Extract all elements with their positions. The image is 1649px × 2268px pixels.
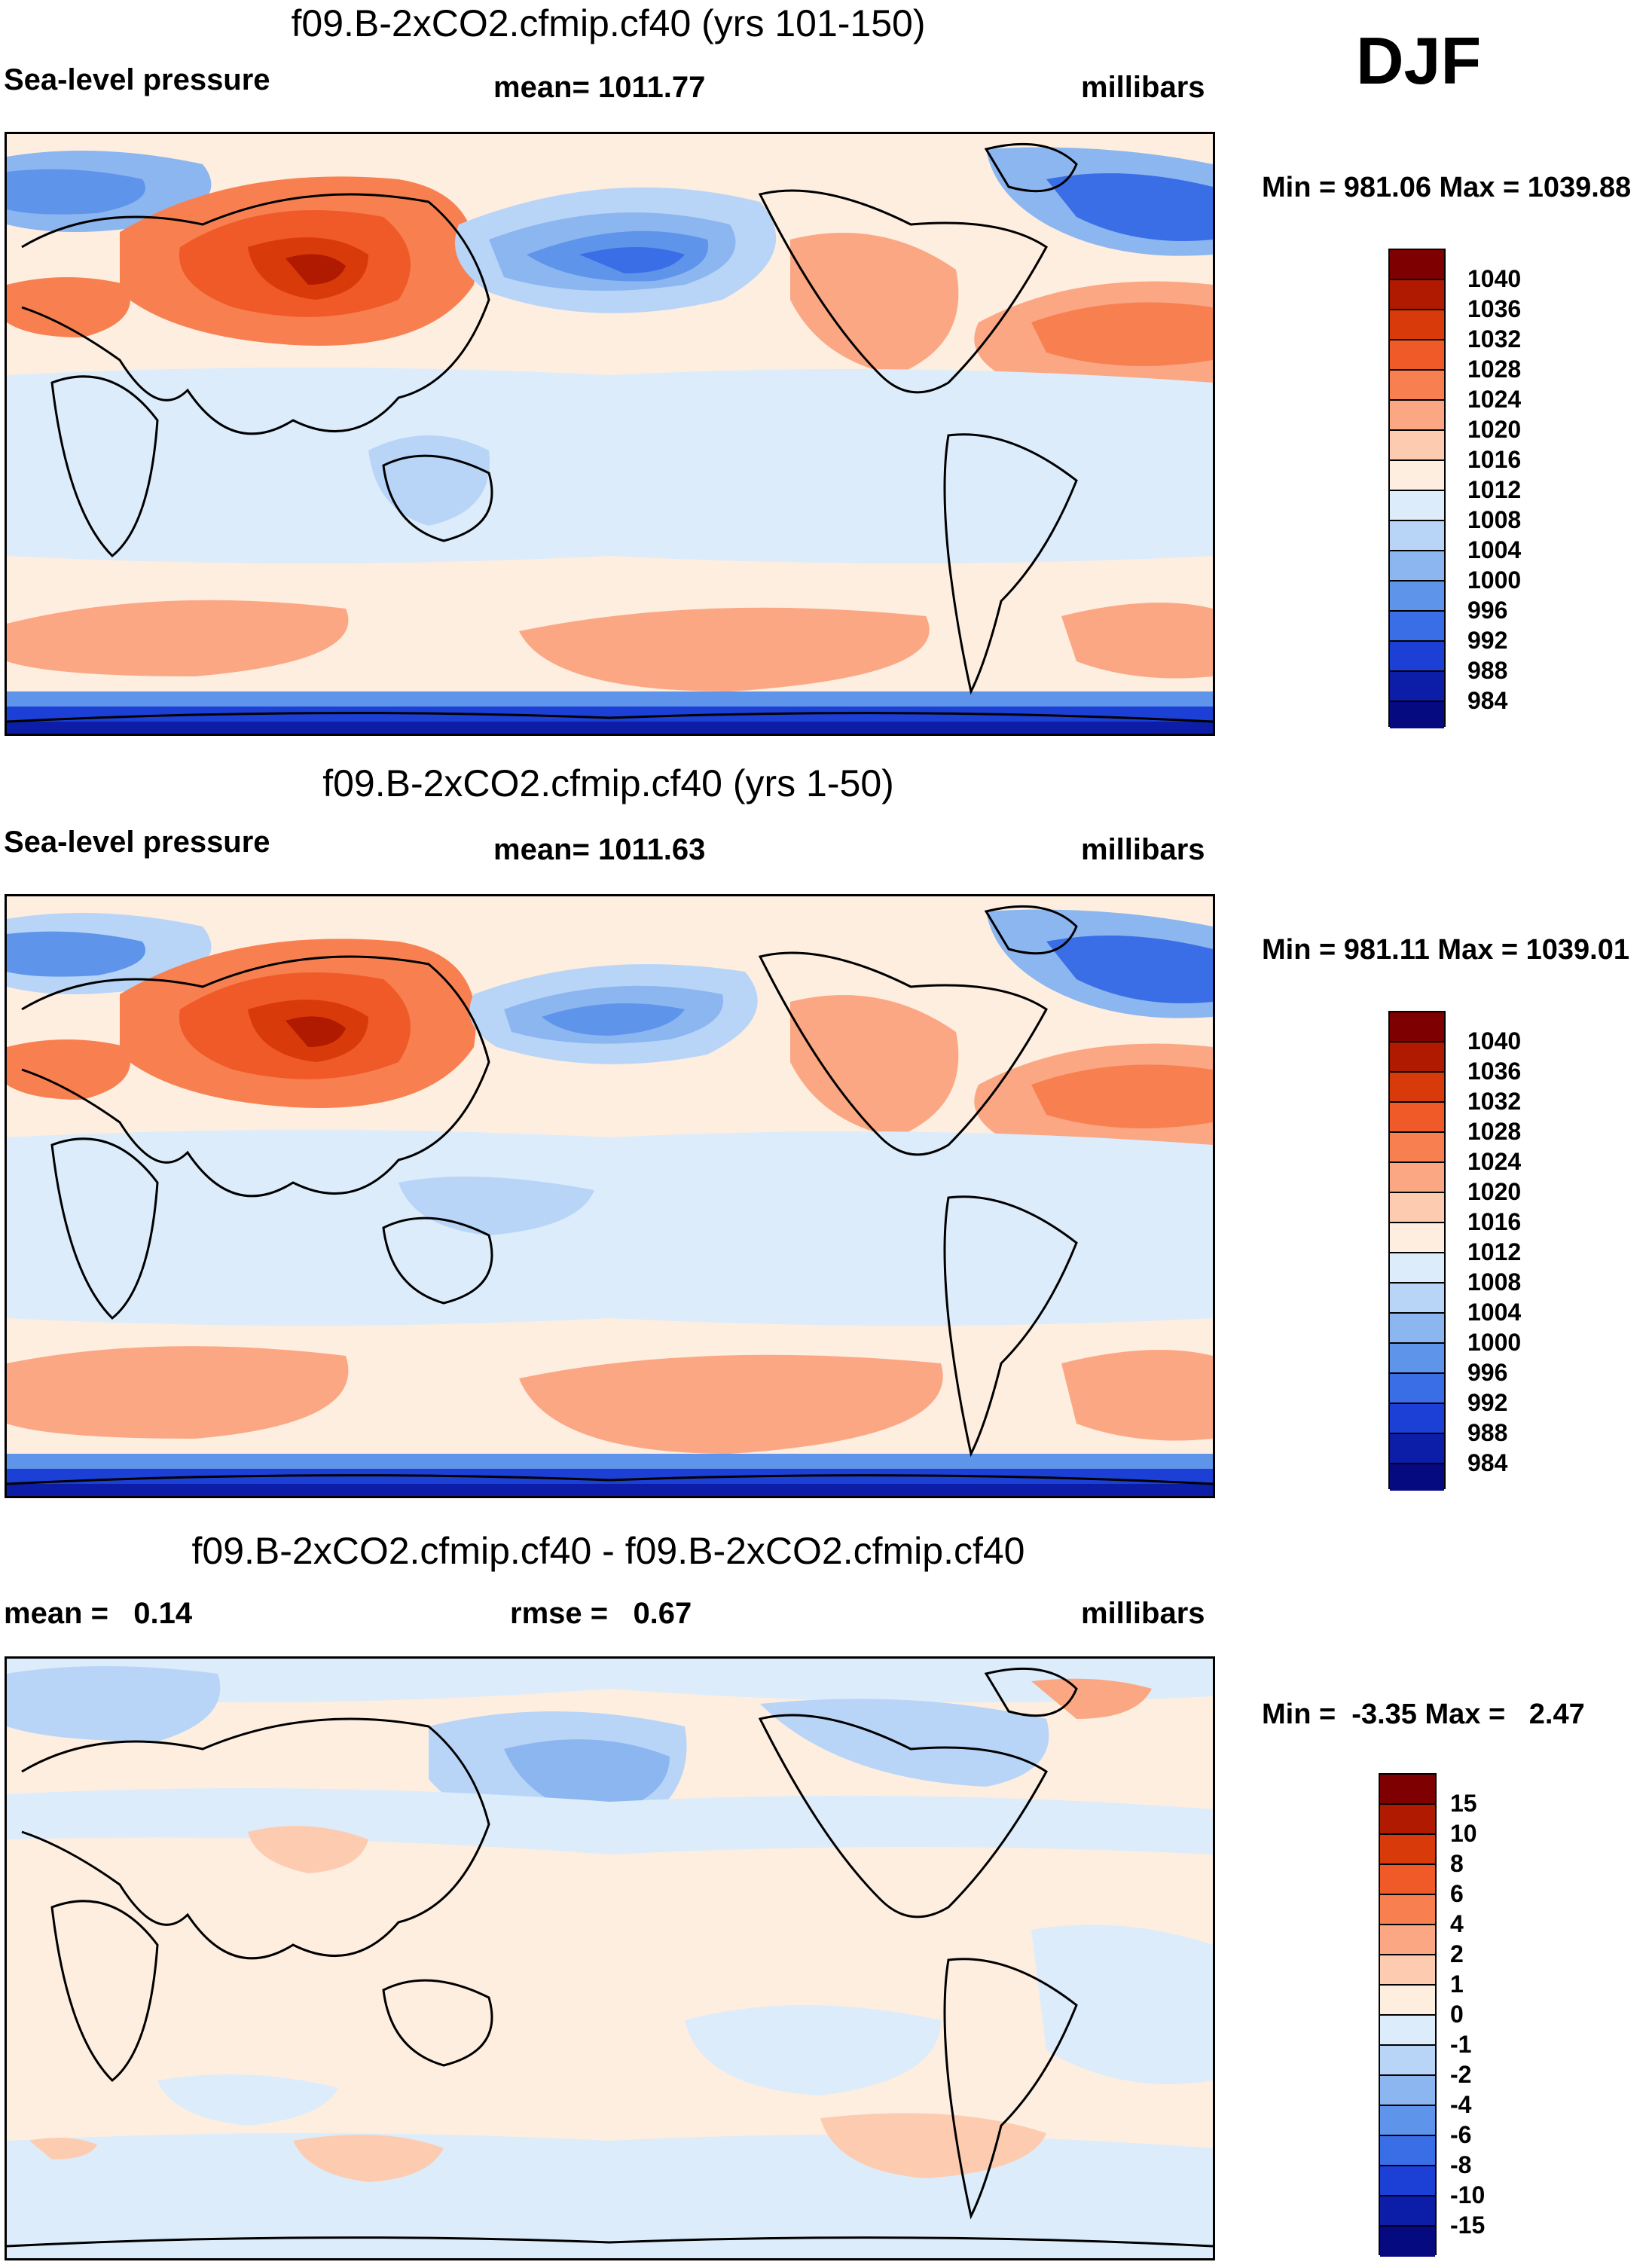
panel3-legend-label: 10 (1450, 1820, 1477, 1847)
panel2-legend-label: 1000 (1467, 1329, 1522, 1356)
panel2-slp-field (7, 896, 1213, 1496)
panel2-colorbar (1388, 1011, 1446, 1491)
panel2-legend-label: 984 (1467, 1449, 1508, 1476)
panel3-legend-label: 2 (1450, 1940, 1464, 1967)
panel1-slp-field (7, 134, 1213, 734)
panel3-legend-label: -6 (1450, 2121, 1472, 2148)
panel1-map (5, 132, 1215, 736)
panel1-legend-label: 1008 (1467, 506, 1522, 533)
panel1-legend-label: 1040 (1467, 265, 1522, 292)
panel3-legend-label: 6 (1450, 1880, 1464, 1907)
panel1-units: millibars (1081, 71, 1205, 104)
season-label: DJF (1356, 23, 1482, 98)
panel1-left-label: Sea-level pressure (4, 63, 270, 96)
panel3-legend-label: 8 (1450, 1850, 1464, 1877)
panel2-legend-label: 1032 (1467, 1088, 1522, 1115)
panel3-legend-label: -8 (1450, 2151, 1472, 2178)
panel2-legend-label: 1016 (1467, 1208, 1522, 1235)
panel2-legend-label: 1012 (1467, 1238, 1522, 1265)
panel3-map (5, 1656, 1215, 2260)
panel1-legend-label: 1012 (1467, 476, 1522, 503)
panel2-legend-label: 988 (1467, 1419, 1508, 1446)
panel1-legend-label: 984 (1467, 687, 1508, 714)
panel1-legend-label: 1028 (1467, 356, 1522, 383)
panel3-rmse: rmse = 0.67 (510, 1597, 692, 1630)
panel3-mean: mean = 0.14 (4, 1597, 193, 1630)
panel1-mean: mean= 1011.77 (493, 71, 706, 104)
panel3-difference-field (7, 1659, 1213, 2258)
panel1-title: f09.B-2xCO2.cfmip.cf40 (yrs 101-150) (291, 2, 926, 44)
panel3-title: f09.B-2xCO2.cfmip.cf40 - f09.B-2xCO2.cfm… (191, 1530, 1025, 1572)
panel1-colorbar (1388, 249, 1446, 728)
panel2-title: f09.B-2xCO2.cfmip.cf40 (yrs 1-50) (322, 762, 894, 804)
panel1-legend-label: 996 (1467, 597, 1508, 624)
panel1-minmax: Min = 981.06 Max = 1039.88 (1262, 172, 1632, 203)
panel2-units: millibars (1081, 833, 1205, 866)
panel3-legend-label: -15 (1450, 2212, 1486, 2239)
panel1-legend-label: 1004 (1467, 536, 1522, 563)
panel2-legend-label: 1020 (1467, 1178, 1522, 1205)
panel1-legend-label: 988 (1467, 657, 1508, 684)
panel3-legend-label: 0 (1450, 2001, 1464, 2028)
panel2-legend-label: 1024 (1467, 1148, 1522, 1175)
panel1-legend-label: 1024 (1467, 386, 1522, 413)
panel2-minmax: Min = 981.11 Max = 1039.01 (1262, 934, 1630, 966)
panel1-legend-label: 1020 (1467, 416, 1522, 443)
panel3-legend-label: -1 (1450, 2031, 1472, 2058)
panel2-legend-label: 992 (1467, 1389, 1508, 1416)
panel2-legend-label: 1040 (1467, 1027, 1522, 1055)
panel2-legend-label: 1008 (1467, 1268, 1522, 1296)
panel3-colorbar (1379, 1773, 1437, 2257)
panel3-legend-label: -4 (1450, 2091, 1472, 2118)
panel2-left-label: Sea-level pressure (4, 826, 270, 859)
panel3-units: millibars (1081, 1597, 1205, 1630)
panel3-legend-label: -2 (1450, 2061, 1472, 2088)
panel2-map (5, 894, 1215, 1498)
panel2-legend-label: 1028 (1467, 1118, 1522, 1145)
panel3-minmax: Min = -3.35 Max = 2.47 (1262, 1699, 1585, 1730)
panel1-legend-label: 1016 (1467, 446, 1522, 473)
panel3-legend-label: 4 (1450, 1910, 1464, 1937)
panel1-legend-label: 1036 (1467, 295, 1522, 322)
panel1-legend-label: 1000 (1467, 566, 1522, 594)
panel2-legend-label: 1036 (1467, 1058, 1522, 1085)
panel2-legend-label: 1004 (1467, 1299, 1522, 1326)
panel2-legend-label: 996 (1467, 1359, 1508, 1386)
panel1-legend-label: 1032 (1467, 325, 1522, 353)
panel3-legend-label: -10 (1450, 2181, 1486, 2208)
panel3-legend-label: 15 (1450, 1790, 1477, 1817)
panel1-legend-label: 992 (1467, 627, 1508, 654)
panel2-mean: mean= 1011.63 (493, 833, 706, 866)
panel3-legend-label: 1 (1450, 1970, 1464, 1998)
